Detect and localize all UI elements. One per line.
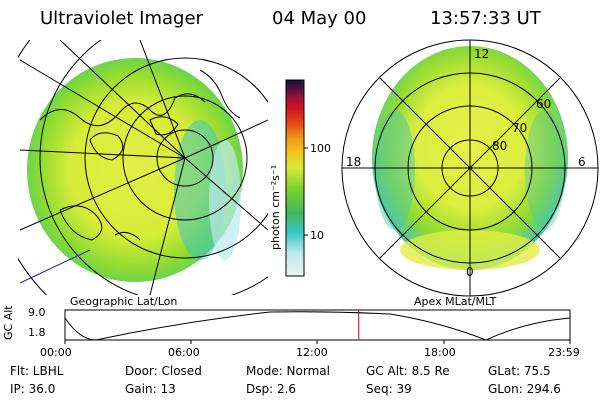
color-scale: 100 10 photon cm⁻²s⁻¹ — [269, 79, 331, 277]
altitude-curve — [64, 311, 571, 341]
orbit-ytick-min: 1.8 — [28, 326, 46, 339]
date-label: 04 May 00 — [272, 8, 367, 29]
time-label: 13:57:33 UT — [430, 8, 541, 29]
mlt-label-12: 12 — [474, 47, 489, 61]
gc-alt-info: GC Alt: 8.5 Re — [366, 364, 450, 378]
geographic-map — [18, 40, 268, 295]
coastlines — [39, 69, 241, 241]
colorbar-tick-100: 100 — [310, 142, 331, 155]
orbit-ytick-max: 9.0 — [28, 306, 46, 319]
longitude-grid — [19, 40, 268, 295]
glat-info: GLat: 75.5 — [488, 364, 551, 378]
orbit-plot — [64, 309, 571, 344]
ip-info: IP: 36.0 — [10, 382, 56, 396]
filter-info: Flt: LBHL — [10, 364, 64, 378]
mlt-label-6: 6 — [578, 155, 586, 169]
orbit-xtick-1800: 18:00 — [424, 346, 456, 359]
magnetic-map: 12 18 6 0 60 70 80 — [341, 39, 599, 297]
mlat-grid — [341, 39, 599, 297]
mode-info: Mode: Normal — [246, 364, 330, 378]
orbit-xtick-1200: 12:00 — [296, 346, 328, 359]
color-bar — [285, 79, 305, 277]
glon-info: GLon: 294.6 — [488, 382, 561, 396]
colorbar-tick-10: 10 — [310, 229, 324, 242]
seq-info: Seq: 39 — [366, 382, 412, 396]
mlat-label-70: 70 — [512, 121, 527, 135]
dsp-info: Dsp: 2.6 — [246, 382, 297, 396]
orbit-xtick-0600: 06:00 — [168, 346, 200, 359]
gain-info: Gain: 13 — [125, 382, 176, 396]
right-map-caption: Apex MLat/MLT — [414, 295, 497, 308]
orbit-plot-frame — [64, 309, 571, 341]
left-map-caption: Geographic Lat/Lon — [70, 295, 178, 308]
app-title: Ultraviolet Imager — [40, 8, 203, 29]
mlt-label-18: 18 — [346, 155, 361, 169]
orbit-xtick-2359: 23:59 — [548, 346, 580, 359]
latitude-grid — [18, 40, 268, 295]
colorbar-unit-label: photon cm⁻²s⁻¹ — [269, 165, 282, 250]
orbit-xtick-0000: 00:00 — [40, 346, 72, 359]
door-info: Door: Closed — [125, 364, 202, 378]
mlt-label-0: 0 — [466, 265, 474, 279]
mlat-label-80: 80 — [492, 139, 507, 153]
mlat-label-60: 60 — [536, 97, 551, 111]
orbit-ylabel: GC Alt — [2, 305, 15, 340]
